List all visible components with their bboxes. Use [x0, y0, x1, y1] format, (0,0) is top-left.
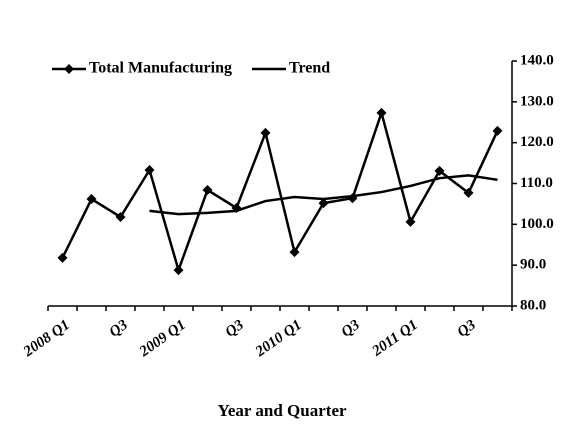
- legend-label: Trend: [289, 60, 330, 77]
- series-line: [149, 174, 498, 216]
- legend-label: Total Manufacturing: [89, 60, 232, 77]
- marker: [376, 107, 387, 118]
- y-tick-label: 130.0: [520, 93, 554, 109]
- marker: [434, 165, 445, 176]
- y-tick-label: 90.0: [520, 257, 546, 273]
- y-tick-label: 80.0: [520, 297, 546, 313]
- marker: [173, 265, 184, 276]
- marker: [289, 247, 300, 258]
- x-axis-title: Year and Quarter: [217, 401, 347, 420]
- x-tick-label: 2011 Q1: [369, 317, 421, 360]
- marker: [463, 187, 474, 198]
- marker: [492, 125, 503, 136]
- x-tick-label: 2010 Q1: [252, 317, 305, 361]
- marker: [57, 252, 68, 263]
- y-tick-label: 100.0: [520, 216, 554, 232]
- y-tick-label: 140.0: [520, 52, 554, 68]
- series-line: [61, 108, 499, 275]
- y-tick-label: 110.0: [520, 175, 553, 191]
- legend-marker: [64, 64, 74, 74]
- marker: [144, 165, 155, 176]
- x-tick-label: Q3: [107, 317, 132, 341]
- x-tick-label: 2009 Q1: [136, 317, 189, 361]
- marker: [86, 194, 97, 205]
- marker: [260, 127, 271, 138]
- marker: [115, 211, 126, 222]
- marker: [202, 185, 213, 196]
- x-tick-label: Q3: [455, 317, 480, 341]
- marker: [405, 216, 416, 227]
- x-tick-label: Q3: [339, 317, 364, 341]
- x-tick-label: 2008 Q1: [20, 317, 73, 361]
- x-tick-label: Q3: [223, 317, 248, 341]
- marker: [318, 198, 329, 209]
- y-tick-label: 120.0: [520, 134, 554, 150]
